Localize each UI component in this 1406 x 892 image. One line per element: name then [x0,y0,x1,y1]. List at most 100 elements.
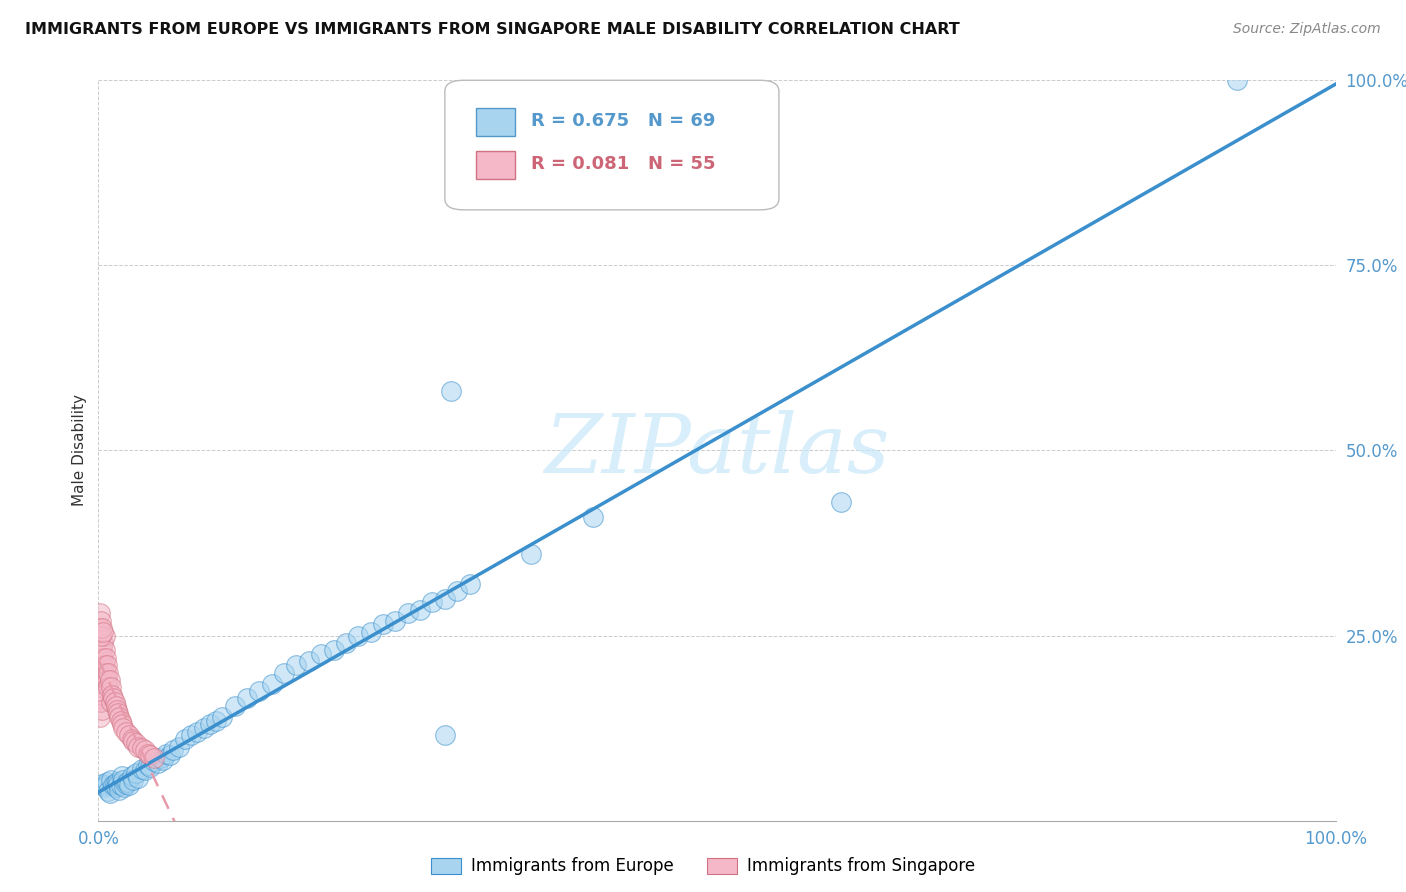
Point [91,643,114,657]
Point [131,741,153,756]
Point [111,717,134,731]
Point [90,681,112,695]
Point [122,733,145,747]
Point [458,576,481,591]
Point [124,736,146,750]
Point [105,775,128,789]
Point [101,688,124,702]
Point [93,780,115,795]
Point [104,780,127,795]
Point [103,778,125,792]
Point [159,748,181,763]
Point [285,658,308,673]
Point [91,688,114,702]
Point [91,658,114,673]
FancyBboxPatch shape [444,80,779,210]
Point [198,717,221,731]
Point [118,729,141,743]
Point [89,665,111,680]
Point [114,776,136,791]
Point [91,703,114,717]
Point [89,621,111,635]
Point [90,650,112,665]
Point [247,684,270,698]
Point [347,628,370,642]
Point [98,673,121,687]
Point [139,760,162,774]
Point [93,658,115,673]
Point [322,643,344,657]
Point [104,698,127,713]
Point [97,681,120,695]
Point [93,628,115,642]
Point [149,750,172,764]
Text: ZIPatlas: ZIPatlas [544,410,890,491]
Point [118,778,141,792]
Point [298,655,321,669]
Point [93,624,115,639]
Point [440,384,463,399]
Point [89,681,111,695]
Point [93,665,115,680]
Point [186,724,208,739]
Point [96,658,118,673]
Point [155,747,177,761]
Point [433,729,456,743]
Point [139,748,162,763]
Point [100,681,122,695]
Point [193,721,215,735]
Text: Source: ZipAtlas.com: Source: ZipAtlas.com [1233,22,1381,37]
Point [107,776,129,791]
Point [146,756,169,770]
Point [91,673,114,687]
Point [433,591,456,606]
Point [103,691,125,706]
Point [152,753,174,767]
Point [335,636,357,650]
Text: IMMIGRANTS FROM EUROPE VS IMMIGRANTS FROM SINGAPORE MALE DISABILITY CORRELATION : IMMIGRANTS FROM EUROPE VS IMMIGRANTS FRO… [25,22,960,37]
Point [90,614,112,628]
Point [309,647,332,661]
Point [108,710,131,724]
Point [94,778,117,792]
Point [122,772,145,787]
Point [127,771,149,785]
Point [100,695,122,709]
Point [89,607,111,621]
Point [830,495,852,509]
Point [134,764,156,778]
Point [112,772,135,787]
Point [108,782,131,797]
Point [127,739,149,754]
Point [97,784,120,798]
Point [180,729,202,743]
Point [520,547,543,561]
Point [236,691,259,706]
Point [93,643,115,657]
Point [91,776,114,791]
FancyBboxPatch shape [475,108,516,136]
Point [103,695,125,709]
Point [103,776,125,791]
Point [446,584,468,599]
Point [96,775,118,789]
Point [90,628,112,642]
Point [143,750,166,764]
Point [105,703,128,717]
Point [112,721,135,735]
Text: R = 0.675   N = 69: R = 0.675 N = 69 [531,112,716,130]
Point [90,695,112,709]
Point [91,621,114,635]
Point [422,595,444,609]
Point [89,710,111,724]
Point [396,607,419,621]
Point [100,772,122,787]
Point [93,650,115,665]
Point [93,636,115,650]
Point [174,732,197,747]
Point [143,755,166,769]
Point [121,732,143,747]
Point [131,762,153,776]
FancyBboxPatch shape [475,151,516,178]
Text: R = 0.081   N = 55: R = 0.081 N = 55 [531,155,716,173]
